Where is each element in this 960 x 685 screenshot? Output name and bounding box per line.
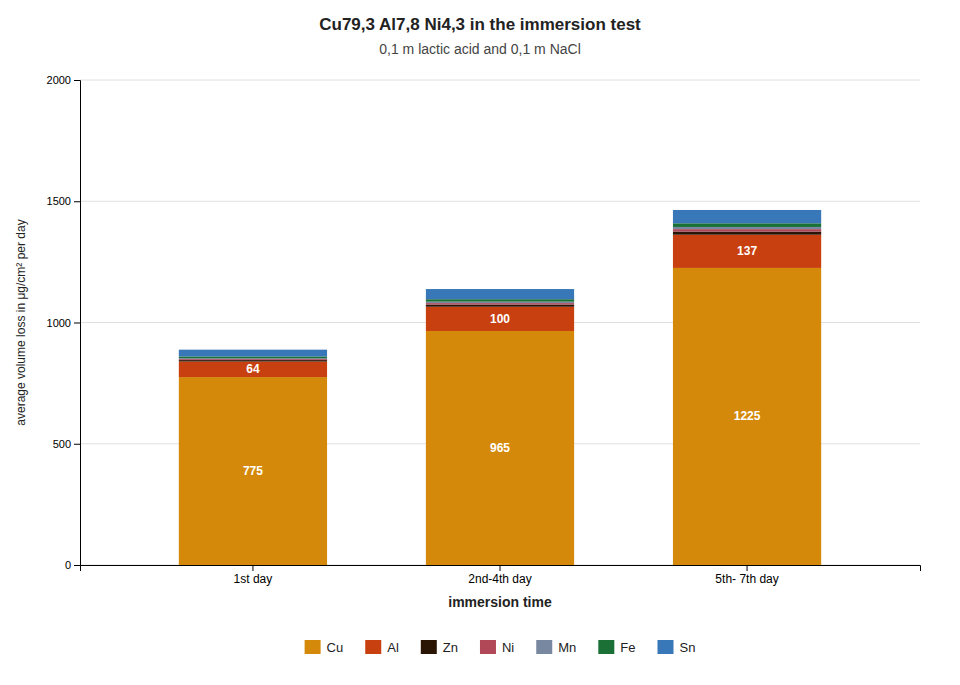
bar-segment — [673, 229, 821, 231]
y-tick: 0 — [65, 559, 80, 571]
legend-item: Mn — [536, 640, 576, 655]
legend: Cu Al Zn Ni Mn Fe Sn — [305, 640, 696, 655]
x-tick: 2nd-4th day — [468, 565, 531, 586]
y-tick-mark — [74, 323, 80, 324]
x-tick-mark — [747, 565, 748, 571]
legend-swatch — [536, 640, 552, 654]
x-tick-label: 1st day — [234, 572, 273, 586]
chart-subtitle: 0,1 m lactic acid and 0,1 m NaCl — [379, 41, 581, 57]
legend-item: Sn — [657, 640, 695, 655]
data-label: 775 — [243, 464, 263, 478]
y-axis-title: average volume loss in μg/cm² per day — [14, 219, 28, 425]
data-label: 965 — [490, 441, 510, 455]
bar-segment — [426, 305, 574, 307]
bar-segment — [673, 232, 821, 235]
data-label: 64 — [246, 362, 260, 376]
y-tick-label: 0 — [65, 559, 71, 571]
x-axis-title: immersion time — [448, 594, 552, 610]
y-tick-label: 2000 — [47, 74, 71, 86]
legend-item: Fe — [598, 640, 635, 655]
bar-segment — [179, 350, 327, 357]
bar-segment — [673, 223, 821, 227]
bar-segment — [673, 235, 821, 268]
legend-swatch — [305, 640, 321, 654]
legend-item: Ni — [480, 640, 514, 655]
y-axis-line — [74, 81, 81, 566]
y-tick-label: 1000 — [47, 317, 71, 329]
legend-label: Zn — [443, 640, 458, 655]
bar-segment — [426, 289, 574, 299]
y-axis: 0 500 1000 1500 2000 — [47, 74, 81, 571]
y-tick-mark — [74, 80, 80, 81]
bar-segment — [426, 302, 574, 303]
bar-segment — [426, 303, 574, 304]
grid-line — [80, 80, 920, 81]
legend-label: Fe — [620, 640, 635, 655]
y-tick: 1500 — [47, 195, 80, 207]
x-tick: 1st day — [234, 565, 273, 586]
bar-segment — [179, 356, 327, 358]
y-tick-label: 500 — [53, 438, 71, 450]
x-axis: 1st day 2nd-4th day 5th- 7th day — [81, 565, 921, 586]
x-tick-mark — [500, 565, 501, 571]
y-tick: 2000 — [47, 74, 80, 86]
legend-swatch — [598, 640, 614, 654]
chart-title: Cu79,3 Al7,8 Ni4,3 in the immersion test — [319, 15, 641, 34]
bar-segment — [179, 377, 327, 565]
legend-item: Zn — [421, 640, 458, 655]
grid — [80, 80, 920, 565]
x-tick-label: 5th- 7th day — [715, 572, 778, 586]
y-tick-mark — [74, 565, 80, 566]
x-tick: 5th- 7th day — [715, 565, 778, 586]
x-tick-label: 2nd-4th day — [468, 572, 531, 586]
bar-segment — [673, 210, 821, 223]
legend-swatch — [480, 640, 496, 654]
bar-segment — [673, 268, 821, 565]
legend-label: Mn — [558, 640, 576, 655]
bar-segment — [673, 227, 821, 229]
bar-segment — [426, 307, 574, 331]
y-tick: 1000 — [47, 317, 80, 329]
bar-segment — [426, 331, 574, 565]
legend-swatch — [657, 640, 673, 654]
data-label: 1225 — [734, 409, 761, 423]
legend-item: Cu — [305, 640, 344, 655]
legend-item: Al — [365, 640, 399, 655]
legend-label: Ni — [502, 640, 514, 655]
bar-segment — [179, 359, 327, 361]
y-tick-label: 1500 — [47, 195, 71, 207]
legend-swatch — [365, 640, 381, 654]
bar-segment — [179, 362, 327, 378]
data-labels: 775 965 1225 64 100 137 — [243, 244, 761, 478]
legend-label: Al — [387, 640, 399, 655]
legend-label: Cu — [327, 640, 344, 655]
bars — [179, 210, 821, 565]
grid-line — [80, 201, 920, 202]
chart-svg: Cu79,3 Al7,8 Ni4,3 in the immersion test… — [0, 0, 960, 685]
data-label: 137 — [737, 244, 757, 258]
legend-label: Sn — [679, 640, 695, 655]
x-tick-mark — [252, 565, 253, 571]
y-tick-mark — [74, 201, 80, 202]
data-label: 100 — [490, 312, 510, 326]
x-axis-line — [81, 566, 921, 572]
y-tick-mark — [74, 444, 80, 445]
legend-swatch — [421, 640, 437, 654]
plot-area: 775 965 1225 64 100 137 1st day 2nd-4th day 5th-… — [14, 74, 921, 610]
bar-segment — [426, 299, 574, 301]
y-tick: 500 — [53, 438, 80, 450]
